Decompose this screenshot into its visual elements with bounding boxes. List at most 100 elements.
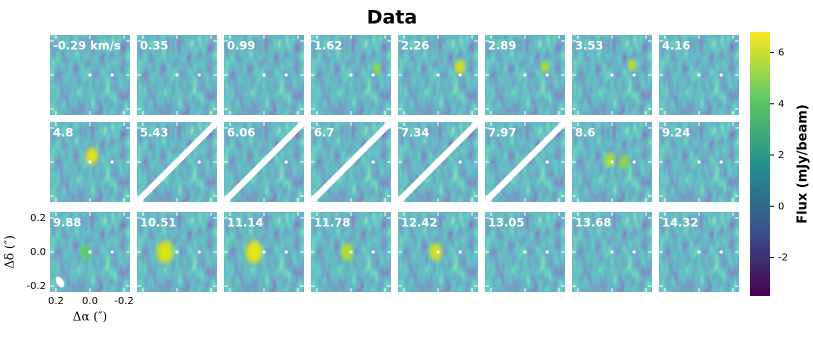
emission [157,240,173,264]
panel: 6.7 [311,122,391,202]
channel-label: 12.42 [401,216,437,230]
channel-label: 7.97 [488,126,516,140]
emission [619,155,629,169]
marker-dot [110,73,114,77]
emission [341,243,353,261]
beam [55,276,65,288]
marker-dot [284,73,288,77]
channel-label: 8.6 [575,126,595,140]
panel: 11.78 [311,212,391,292]
emission [605,153,615,167]
emission [246,240,262,264]
channel-label: 4.16 [662,39,690,53]
marker-dot [610,73,614,77]
channel-label: 10.51 [140,216,176,230]
emission [373,63,381,75]
emission [541,61,549,73]
marker-dot [632,250,636,254]
marker-dot [284,160,288,164]
panel: 9.24 [659,122,739,202]
channel-label: 11.14 [227,216,263,230]
marker-dot [458,160,462,164]
panel: 12.42 [398,212,478,292]
marker-dot [697,250,701,254]
panel: 13.68 [572,212,652,292]
channel-label: 2.26 [401,39,429,53]
emission [86,147,98,165]
marker-dot [719,73,723,77]
colorbar-tick-label: 4 [778,99,784,110]
marker-dot [197,160,201,164]
marker-dot [523,250,527,254]
marker-dot [262,73,266,77]
x-tick-label: -0.2 [114,296,134,307]
panel: 3.53 [572,35,652,115]
panel: 13.05 [485,212,565,292]
panel: 9.880.2 0.0 -0.20.20.0-0.2Δα (″)Δδ (″) [3,212,134,324]
marker-dot [197,250,201,254]
emission [455,60,465,74]
marker-dot [349,160,353,164]
marker-dot [262,250,266,254]
channel-label: 9.88 [53,216,81,230]
marker-dot [632,160,636,164]
colorbar-tick-label: -2 [778,253,788,264]
colorbar-label: Flux (mJy/beam) [796,104,811,223]
marker-dot [545,73,549,77]
y-tick-label: 0.0 [30,247,46,258]
marker-dot [284,250,288,254]
marker-dot [719,250,723,254]
channel-label: 2.89 [488,39,516,53]
panel: 10.51 [137,212,217,292]
channel-label: 5.43 [140,126,168,140]
marker-dot [88,250,92,254]
panel: 8.6 [572,122,652,202]
marker-dot [175,160,179,164]
marker-dot [197,73,201,77]
channel-label: 4.8 [53,126,73,140]
channel-label: 3.53 [575,39,603,53]
panel: 2.26 [398,35,478,115]
marker-dot [697,160,701,164]
marker-dot [175,250,179,254]
marker-dot [436,160,440,164]
channel-label: 6.06 [227,126,255,140]
emission [81,245,91,259]
channel-label: 9.24 [662,126,690,140]
marker-dot [458,73,462,77]
marker-dot [436,250,440,254]
channel-label: 6.7 [314,126,334,140]
marker-dot [719,160,723,164]
channel-label: 11.78 [314,216,350,230]
colorbar [750,32,770,296]
emission [430,243,442,261]
panel: 6.06 [224,122,304,202]
channel-label: 13.68 [575,216,611,230]
marker-dot [88,73,92,77]
channel-label: 1.62 [314,39,342,53]
marker-dot [110,160,114,164]
marker-dot [349,250,353,254]
marker-dot [545,160,549,164]
marker-dot [458,250,462,254]
marker-dot [436,73,440,77]
panel: 7.34 [398,122,478,202]
colorbar-tick-label: 0 [778,201,784,212]
marker-dot [545,250,549,254]
x-tick-label: 0.2 [48,296,64,307]
colorbar-tick-label: 6 [778,48,784,59]
channel-label: 13.05 [488,216,524,230]
channel-label: 14.32 [662,216,698,230]
title: Data [367,7,418,29]
marker-dot [632,73,636,77]
marker-dot [88,160,92,164]
marker-dot [262,160,266,164]
panel: 0.35 [137,35,217,115]
marker-dot [610,160,614,164]
marker-dot [523,160,527,164]
channel-label: 7.34 [401,126,429,140]
marker-dot [110,250,114,254]
marker-dot [371,160,375,164]
marker-dot [371,73,375,77]
x-tick-label: 0.0 [82,296,98,307]
